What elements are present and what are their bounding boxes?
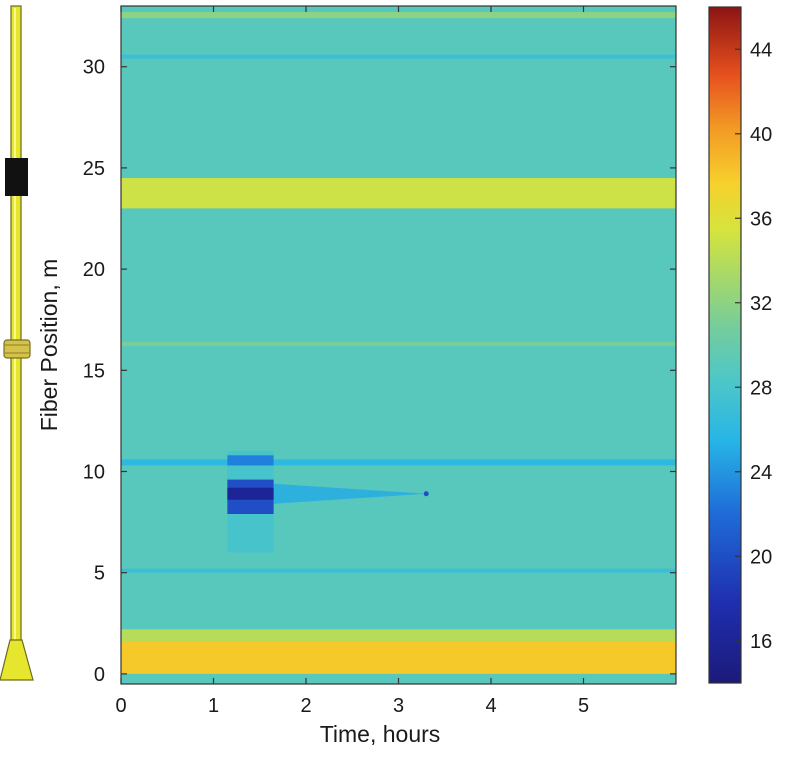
colorbar-tick-label: 20: [750, 546, 772, 568]
y-tick-label: 20: [83, 259, 105, 281]
colorbar-tick-label: 24: [750, 462, 772, 484]
y-axis-label: Fiber Position, m: [36, 259, 62, 432]
colorbar-ticks: 16 20 24 28 32 36 40 44: [735, 39, 772, 653]
x-axis: 0 1 2 3 4 5: [115, 6, 589, 717]
cold-spot: [227, 451, 429, 553]
y-tick-label: 10: [83, 461, 105, 483]
x-tick-label: 3: [393, 695, 404, 717]
x-tick-label: 2: [300, 695, 311, 717]
colorbar-gradient: [708, 6, 742, 684]
heatmap-band: [121, 12, 676, 19]
colorbar-tick-label: 16: [750, 631, 772, 653]
colorbar-tick-label: 28: [750, 377, 772, 399]
heatmap-band: [121, 459, 676, 466]
colorbar-tick-label: 40: [750, 124, 772, 146]
y-axis: 0 5 10 15 20 25 30: [83, 57, 676, 686]
x-axis-label: Time, hours: [320, 721, 441, 747]
heatmap-band: [121, 54, 676, 59]
colorbar-tick-label: 32: [750, 293, 772, 315]
colorbar: 16 20 24 28 32 36 40 44: [708, 6, 772, 684]
heatmap-band: [121, 641, 676, 674]
cold-tail: [273, 483, 427, 504]
cold-dot: [423, 491, 429, 497]
colorbar-tick-label: 44: [750, 39, 772, 61]
y-tick-label: 25: [83, 158, 105, 180]
heatmap-band: [121, 568, 676, 573]
heatmap-band: [121, 629, 676, 642]
x-tick-label: 4: [485, 695, 496, 717]
cold-core: [227, 487, 274, 500]
cold-region: [227, 455, 274, 466]
y-tick-label: 0: [94, 664, 105, 686]
heatmap-band: [121, 341, 676, 347]
x-tick-label: 5: [578, 695, 589, 717]
plot-area: 0 1 2 3 4 5 0 5 10 15 20 25 30: [83, 5, 677, 717]
colorbar-tick-label: 36: [750, 208, 772, 230]
coupling-ring: [3, 339, 31, 359]
x-tick-label: 0: [115, 695, 126, 717]
packer-block: [5, 158, 28, 196]
heatmap-bands: [121, 12, 676, 674]
well-schematic: [0, 5, 34, 681]
y-tick-label: 30: [83, 57, 105, 79]
x-tick-label: 1: [208, 695, 219, 717]
well-nozzle: [0, 639, 34, 681]
y-tick-label: 15: [83, 360, 105, 382]
heatmap-band: [121, 178, 676, 209]
y-tick-label: 5: [94, 563, 105, 585]
